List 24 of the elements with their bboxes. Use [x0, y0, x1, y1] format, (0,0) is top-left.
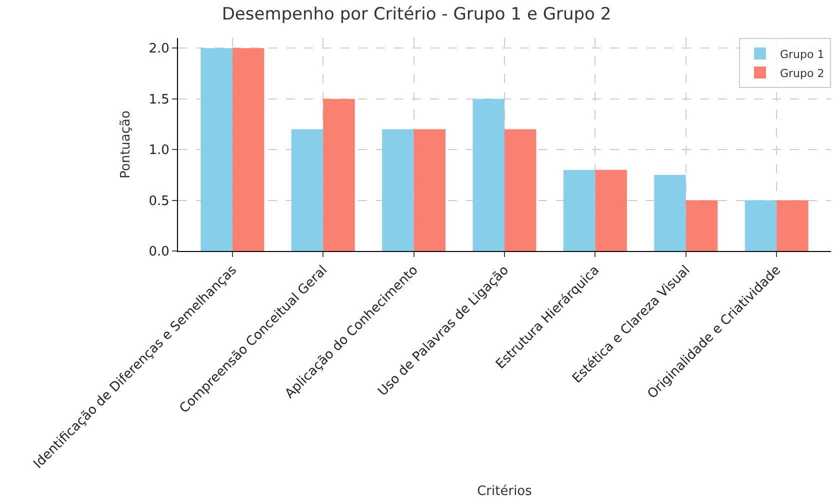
bar	[323, 98, 355, 251]
legend-label: Grupo 2	[780, 66, 824, 80]
bar	[232, 48, 264, 251]
bar	[504, 129, 536, 251]
bar	[200, 48, 232, 251]
legend-label: Grupo 1	[780, 48, 824, 61]
bar	[654, 174, 686, 251]
bar	[472, 98, 504, 251]
bar	[595, 170, 627, 251]
bar	[686, 200, 718, 251]
bar	[291, 129, 324, 251]
y-axis-title: Pontuação	[118, 110, 134, 178]
y-tick-label: 0.0	[148, 244, 170, 260]
bar	[382, 129, 414, 251]
bar	[744, 200, 777, 251]
y-tick-label: 1.5	[148, 92, 170, 108]
bar	[414, 129, 446, 251]
chart-title: Desempenho por Critério - Grupo 1 e Grupo 2	[222, 4, 612, 24]
y-tick-label: 1.0	[148, 143, 170, 158]
x-axis-title: Critérios	[477, 484, 532, 499]
y-tick-label: 0.5	[148, 194, 170, 209]
y-tick-label: 2.0	[148, 42, 170, 57]
bar	[776, 200, 808, 251]
bar	[563, 170, 596, 251]
